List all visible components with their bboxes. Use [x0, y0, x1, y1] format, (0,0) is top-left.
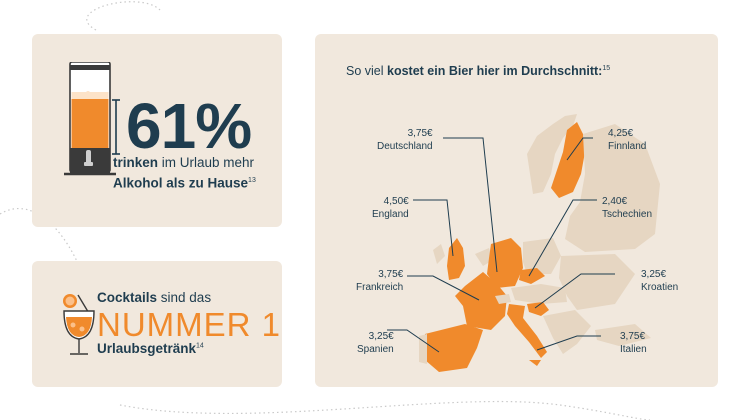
cocktail-card: Cocktails sind das NUMMER 1 Urlaubsgeträ…: [32, 261, 282, 387]
cocktail-footnote: 14: [196, 342, 204, 350]
map-poland: [523, 238, 561, 274]
leader-spanien: [387, 329, 440, 353]
price-england: 4,50€: [383, 196, 409, 207]
stat-verb: trinken: [113, 155, 159, 170]
map-italy: [507, 304, 547, 358]
country-deutschland: Deutschland: [377, 141, 433, 152]
map-czech: [519, 268, 545, 284]
price-tschechien: 2,40€: [602, 196, 628, 207]
map-switzerland: [495, 294, 511, 304]
europe-map: [387, 114, 660, 372]
price-frankreich: 3,75€: [378, 269, 404, 280]
map-footnote: 15: [602, 64, 611, 72]
price-italien: 3,75€: [620, 331, 646, 342]
leader-tschechien: [528, 199, 597, 277]
map-title-pre: So viel: [346, 64, 387, 78]
map-ukraine-romania: [559, 254, 635, 310]
map-portugal: [419, 334, 427, 364]
leader-finnland: [566, 137, 593, 161]
cocktail-line3-text: Urlaubsgetränk: [97, 341, 197, 356]
country-england: England: [372, 209, 409, 220]
country-spanien: Spanien: [357, 344, 394, 355]
country-frankreich: Frankreich: [356, 282, 404, 293]
country-kroatien: Kroatien: [641, 282, 679, 293]
map-norway-sweden: [527, 114, 577, 194]
map-turkey: [595, 324, 651, 346]
cocktail-line3: Urlaubsgetränk14: [97, 341, 204, 356]
map-germany: [487, 238, 523, 288]
stat-line2: Alkohol als zu Hause: [113, 175, 249, 191]
map-benelux: [475, 248, 493, 266]
leader-frankreich: [407, 275, 480, 301]
map-croatia: [527, 302, 549, 316]
map-sicily: [529, 360, 541, 366]
cocktail-word: Cocktails: [97, 290, 158, 305]
label-frankreich: 3,75€ Frankreich: [356, 268, 403, 294]
cocktail-line1: Cocktails sind das: [97, 290, 211, 305]
map-spain: [425, 324, 483, 372]
cocktail-line1-rest: sind das: [157, 290, 212, 305]
stat-description: trinken im Urlaub mehr Alkohol als zu Ha…: [113, 154, 256, 193]
map-title-bold: kostet ein Bier hier im Durchschnitt:: [387, 64, 603, 78]
stat-line1-rest: im Urlaub mehr: [158, 155, 255, 170]
price-deutschland: 3,75€: [407, 128, 433, 139]
label-kroatien: 3,25€ Kroatien: [641, 268, 678, 294]
map-ireland: [433, 244, 445, 264]
map-finland: [551, 122, 585, 198]
label-spanien: 3,25€ Spanien: [357, 330, 394, 356]
map-england: [447, 238, 465, 280]
price-kroatien: 3,25€: [641, 269, 667, 280]
label-england: 4,50€ England: [372, 195, 409, 221]
label-tschechien: 2,40€ Tschechien: [602, 195, 652, 221]
stat-footnote: 13: [248, 177, 256, 184]
map-title: So viel kostet ein Bier hier im Durchsch…: [346, 64, 610, 78]
map-card: So viel kostet ein Bier hier im Durchsch…: [315, 34, 718, 387]
map-france: [455, 272, 507, 330]
leader-italien: [536, 335, 601, 351]
price-finnland: 4,25€: [608, 128, 634, 139]
stat-card: 61% trinken im Urlaub mehr Alkohol als z…: [32, 34, 282, 227]
leader-deutschland: [443, 137, 498, 273]
leader-kroatien: [534, 273, 615, 309]
label-italien: 3,75€ Italien: [620, 330, 647, 356]
map-east: [565, 124, 660, 252]
label-finnland: 4,25€ Finnland: [608, 127, 646, 153]
percent-value: 61%: [126, 90, 252, 162]
country-finnland: Finnland: [608, 141, 647, 152]
map-balkans: [543, 310, 591, 354]
label-deutschland: 3,75€ Deutschland: [377, 127, 433, 153]
leader-england: [413, 199, 454, 257]
beer-tap-icon: [64, 62, 120, 176]
country-tschechien: Tschechien: [602, 209, 653, 220]
price-spanien: 3,25€: [368, 331, 394, 342]
country-italien: Italien: [620, 344, 647, 355]
map-austria-hungary: [511, 284, 567, 304]
cocktail-headline: NUMMER 1: [97, 306, 282, 343]
cocktail-glass-icon: [63, 294, 95, 355]
